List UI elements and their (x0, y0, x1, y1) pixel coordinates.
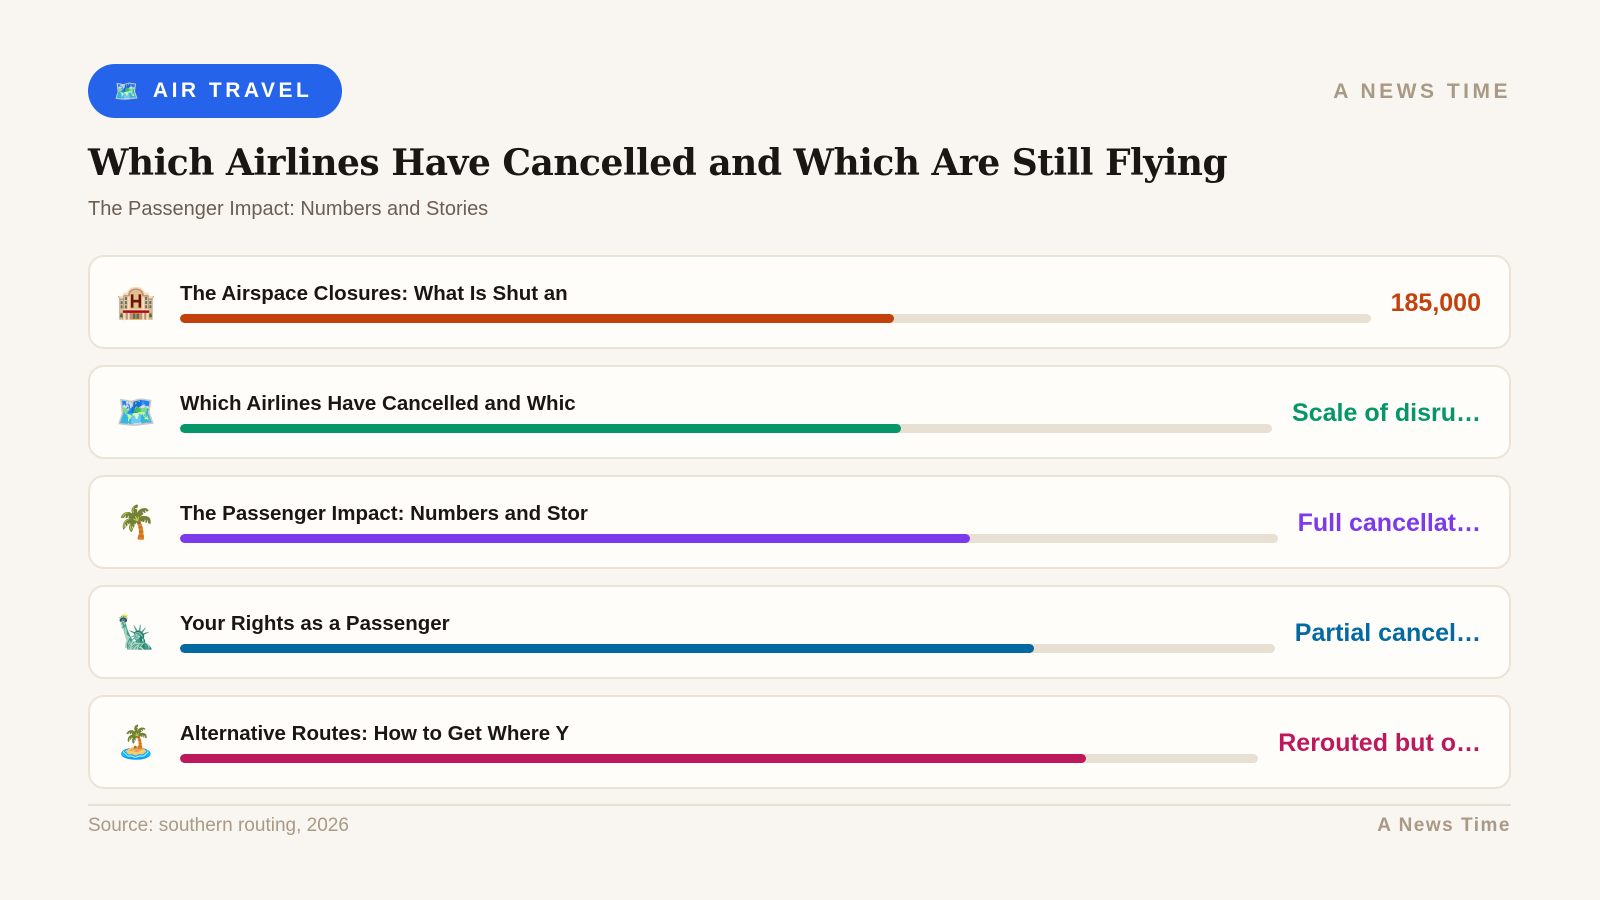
desert-island-icon: 🏝️ (116, 724, 156, 760)
list-item: 🗺️ Which Airlines Have Cancelled and Whi… (88, 365, 1511, 459)
category-badge: 🗺️ AIR TRAVEL (88, 64, 343, 118)
row-label: The Passenger Impact: Numbers and Stor (180, 501, 588, 525)
page-subtitle: The Passenger Impact: Numbers and Storie… (88, 198, 489, 220)
footer-divider (88, 804, 1511, 806)
category-label: AIR TRAVEL (152, 79, 313, 102)
row-content: Which Airlines Have Cancelled and Whic (180, 391, 1273, 433)
row-content: Your Rights as a Passenger (180, 612, 1275, 653)
world-map-icon: 🗺️ (114, 80, 139, 103)
row-value: 185,000 (1390, 288, 1481, 317)
row-label: Which Airlines Have Cancelled and Whic (180, 391, 576, 415)
palm-tree-icon: 🌴 (116, 504, 156, 540)
row-label: Your Rights as a Passenger (180, 611, 450, 635)
progress-track (180, 533, 1278, 543)
row-value: Scale of disru… (1292, 398, 1481, 427)
brand-name: A NEWS TIME (1333, 80, 1511, 103)
progress-fill (180, 643, 1034, 653)
row-value: Partial cancel… (1294, 618, 1481, 647)
row-value: Rerouted but o… (1278, 728, 1481, 757)
footer-brand: A News Time (1377, 815, 1511, 836)
progress-track (180, 643, 1275, 653)
hotel-icon: 🏨 (116, 284, 156, 320)
row-value: Full cancellat… (1297, 508, 1481, 537)
progress-fill (180, 423, 901, 433)
list-item: 🗽 Your Rights as a Passenger Partial can… (88, 585, 1511, 679)
world-map-icon: 🗺️ (116, 394, 156, 430)
progress-fill (180, 753, 1086, 763)
statue-of-liberty-icon: 🗽 (116, 614, 156, 650)
progress-track (180, 423, 1273, 433)
list-item: 🏨 The Airspace Closures: What Is Shut an… (88, 255, 1511, 349)
source-note: Source: southern routing, 2026 (88, 815, 349, 836)
progress-track (180, 313, 1371, 323)
row-content: The Airspace Closures: What Is Shut an (180, 282, 1371, 323)
row-content: The Passenger Impact: Numbers and Stor (180, 502, 1278, 543)
row-content: Alternative Routes: How to Get Where Y (180, 721, 1259, 763)
page-title: Which Airlines Have Cancelled and Which … (88, 142, 1228, 184)
row-label: The Airspace Closures: What Is Shut an (180, 281, 568, 305)
progress-fill (180, 313, 895, 323)
progress-fill (180, 533, 971, 543)
progress-track (180, 753, 1259, 763)
stat-list: 🏨 The Airspace Closures: What Is Shut an… (88, 255, 1511, 789)
list-item: 🏝️ Alternative Routes: How to Get Where … (88, 695, 1511, 789)
row-label: Alternative Routes: How to Get Where Y (180, 721, 570, 745)
list-item: 🌴 The Passenger Impact: Numbers and Stor… (88, 475, 1511, 569)
